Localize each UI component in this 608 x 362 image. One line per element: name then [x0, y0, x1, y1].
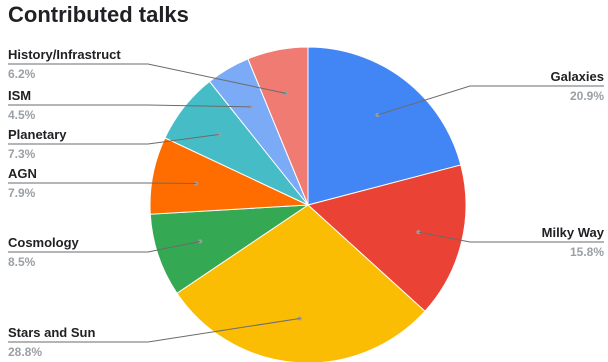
- slice-percent-stars-and-sun: 28.8%: [8, 345, 42, 359]
- pie-slice-galaxies[interactable]: [307, 46, 462, 206]
- slice-label-ism: ISM: [8, 88, 31, 103]
- slice-percent-agn: 7.9%: [8, 186, 36, 200]
- callout-line-stars-and-sun: [8, 317, 300, 343]
- pie-slice-milky-way[interactable]: [306, 164, 467, 312]
- slice-label-planetary: Planetary: [8, 127, 67, 142]
- slice-label-history-infrastruct: History/Infrastruct: [8, 47, 121, 62]
- slice-label-stars-and-sun: Stars and Sun: [8, 325, 95, 340]
- callouts: Galaxies 20.9% Milky Way 15.8% Stars and Sun…: [8, 47, 605, 359]
- callout-line-milky-way: [418, 231, 604, 243]
- slice-label-milky-way: Milky Way: [542, 225, 605, 240]
- pie-slice-history-infrastruct[interactable]: [247, 46, 309, 206]
- slice-percent-milky-way: 15.8%: [570, 245, 604, 259]
- callout-line-history-infrastruct: [8, 63, 287, 94]
- slice-percent-history-infrastruct: 6.2%: [8, 67, 36, 81]
- callout-line-cosmology: [8, 240, 201, 253]
- slice-percent-galaxies: 20.9%: [570, 89, 604, 103]
- pie-slice-cosmology[interactable]: [149, 204, 310, 294]
- callout-line-planetary: [8, 134, 219, 145]
- slices: [149, 46, 467, 362]
- slice-percent-planetary: 7.3%: [8, 147, 36, 161]
- slice-label-galaxies: Galaxies: [551, 69, 605, 84]
- callout-line-ism: [8, 104, 251, 108]
- slice-label-agn: AGN: [8, 166, 37, 181]
- chart-title: Contributed talks: [8, 2, 189, 27]
- slice-label-cosmology: Cosmology: [8, 235, 80, 250]
- callout-line-galaxies: [377, 85, 604, 116]
- slice-percent-cosmology: 8.5%: [8, 255, 36, 269]
- pie-slice-stars-and-sun[interactable]: [176, 204, 426, 362]
- slice-percent-ism: 4.5%: [8, 108, 36, 122]
